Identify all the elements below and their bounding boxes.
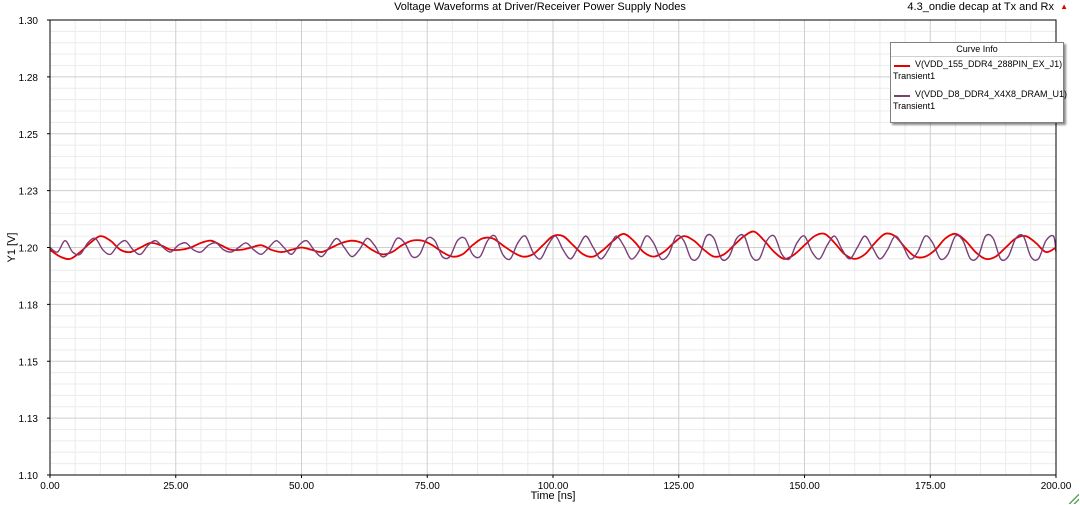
x-tick-label: 200.00 [1041,481,1072,492]
legend-series-source: Transient1 [893,71,936,81]
legend-swatch [894,65,910,67]
legend-series-source: Transient1 [893,101,936,111]
series-line-2[interactable] [49,233,1057,262]
x-tick-label: 100.00 [538,481,569,492]
x-tick-label: 175.00 [915,481,946,492]
x-tick-label: 0.00 [40,481,60,492]
y-tick-label: 1.25 [19,130,39,141]
legend-series-name: V(VDD_D8_DDR4_X4X8_DRAM_U1) [915,89,1068,99]
y-tick-label: 1.28 [19,73,39,84]
x-tick-label: 75.00 [415,481,440,492]
legend-swatch [894,95,910,97]
x-tick-label: 50.00 [289,481,314,492]
triangle-up-icon[interactable]: ▲ [1060,2,1068,11]
x-tick-label: 125.00 [663,481,694,492]
y-tick-label: 1.30 [19,16,39,27]
legend-entry[interactable]: V(VDD_155_DDR4_288PIN_EX_J1) Transient1 [891,57,1063,87]
y-axis-label: Y1 [V] [6,233,18,263]
resize-grip-icon[interactable] [1068,493,1080,505]
curve-info-legend[interactable]: Curve Info V(VDD_155_DDR4_288PIN_EX_J1) … [890,42,1067,123]
chart-title: Voltage Waveforms at Driver/Receiver Pow… [394,1,686,13]
y-tick-label: 1.10 [19,471,39,482]
y-tick-label: 1.23 [19,187,39,198]
x-tick-label: 25.00 [163,481,188,492]
legend-header: Curve Info [891,43,1063,57]
y-tick-label: 1.18 [19,300,39,311]
y-tick-label: 1.20 [19,244,39,255]
x-axis-ticks: 0.00 25.00 50.00 75.00 100.00 125.00 150.00 175… [40,475,1072,492]
x-axis-label: Time [ns] [531,490,576,502]
y-tick-label: 1.13 [19,414,39,425]
x-tick-label: 150.00 [789,481,820,492]
series-group [49,230,1057,262]
legend-series-name: V(VDD_155_DDR4_288PIN_EX_J1) [915,59,1063,69]
project-label[interactable]: 4.3_ondie decap at Tx and Rx [907,1,1054,13]
y-tick-label: 1.15 [19,357,39,368]
plot-frame [49,19,1057,476]
legend-entry[interactable]: V(VDD_D8_DDR4_X4X8_DRAM_U1) Transient1 [891,87,1067,117]
y-axis-ticks: 1.10 1.13 1.15 1.18 1.20 1.23 1.25 1.28 1.30 [19,16,50,482]
